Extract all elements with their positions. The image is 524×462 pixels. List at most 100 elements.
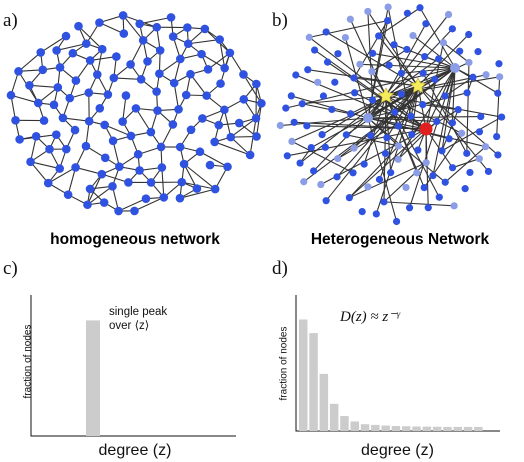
network-node — [397, 90, 405, 98]
network-node — [70, 125, 80, 135]
network-node — [100, 153, 110, 163]
network-edge — [367, 28, 453, 119]
network-node — [349, 169, 357, 177]
network-node — [407, 112, 415, 120]
network-node — [356, 60, 364, 68]
network-node — [159, 193, 169, 202]
chart-bar — [86, 320, 100, 436]
network-edge — [383, 201, 455, 207]
network-node — [283, 152, 291, 160]
network-node — [124, 178, 133, 187]
network-edge — [207, 52, 231, 70]
chart-bar — [422, 426, 432, 431]
chart-bar — [391, 425, 401, 431]
network-node — [300, 178, 308, 186]
network-node — [192, 184, 202, 193]
network-node — [391, 108, 399, 116]
network-node — [481, 143, 490, 151]
network-node — [85, 184, 95, 194]
network-node — [95, 104, 105, 113]
network-node — [74, 21, 83, 31]
network-node — [177, 177, 187, 187]
power-law-formula: D(z) ≈ z⁻ᵞ — [340, 309, 400, 325]
network-node — [419, 101, 427, 109]
network-edge — [383, 95, 387, 202]
network-node — [350, 74, 358, 82]
network-node — [195, 147, 205, 157]
network-node — [118, 117, 127, 126]
network-node — [375, 32, 383, 40]
network-node — [126, 131, 136, 141]
network-edge — [78, 25, 103, 50]
network-node — [390, 41, 398, 49]
network-node — [52, 46, 61, 55]
network-edge — [385, 67, 456, 97]
network-edge — [466, 62, 470, 154]
network-node — [496, 73, 504, 81]
annotation-line-2: over ⟨z⟩ — [109, 320, 150, 332]
network-edge — [385, 23, 427, 97]
network-edge — [29, 84, 58, 89]
network-node — [466, 168, 474, 177]
network-node — [152, 87, 161, 96]
network-node — [482, 71, 490, 79]
network-node — [454, 106, 462, 114]
network-node — [225, 48, 235, 58]
network-node — [420, 183, 428, 192]
network-edge — [349, 145, 399, 199]
network-edge — [371, 71, 387, 97]
network-node — [38, 65, 48, 75]
network-node — [346, 15, 354, 23]
chart-bar — [371, 424, 380, 431]
network-node — [322, 197, 330, 205]
network-node — [305, 33, 313, 41]
network-node — [422, 159, 430, 167]
network-edge — [451, 67, 456, 123]
network-node — [441, 178, 449, 186]
network-node — [14, 67, 23, 76]
network-node — [345, 194, 354, 202]
ylabel-d: fraction of nodes — [278, 326, 290, 401]
network-node — [448, 164, 457, 172]
network-node — [181, 90, 191, 100]
network-node — [118, 11, 128, 20]
network-edge — [307, 69, 419, 87]
network-node — [366, 131, 375, 140]
network-node — [429, 171, 437, 180]
network-node — [65, 93, 75, 103]
network-node — [351, 89, 359, 97]
network-node — [133, 150, 143, 159]
network-edge — [385, 58, 439, 97]
xlabel-c: degree (z) — [98, 442, 172, 459]
network-edge — [367, 67, 456, 119]
network-node — [155, 69, 164, 78]
network-edge — [412, 35, 456, 69]
network-node — [409, 31, 417, 40]
network-node — [317, 180, 325, 189]
network-edge — [183, 163, 216, 190]
chart-bar — [319, 373, 329, 431]
network-node — [58, 113, 68, 123]
network-node — [368, 96, 377, 104]
network-node — [465, 30, 473, 39]
network-node — [210, 184, 220, 194]
network-node — [216, 79, 225, 88]
network-node — [186, 125, 196, 135]
network-node — [498, 113, 506, 121]
network-edge — [87, 185, 113, 206]
network-edge — [336, 85, 419, 178]
network-node — [397, 69, 405, 77]
network-node — [61, 31, 71, 41]
chart-bar — [443, 426, 452, 431]
network-node — [282, 104, 290, 112]
network-edge — [401, 67, 456, 74]
network-node — [360, 160, 368, 168]
network-edge — [359, 63, 456, 69]
network-edge — [309, 20, 388, 38]
network-node — [175, 142, 185, 152]
network-node — [63, 190, 73, 199]
network-node — [369, 49, 377, 57]
ylabel-c: fraction of nodes — [22, 324, 34, 399]
network-node — [458, 129, 466, 137]
hub-node — [363, 113, 373, 123]
